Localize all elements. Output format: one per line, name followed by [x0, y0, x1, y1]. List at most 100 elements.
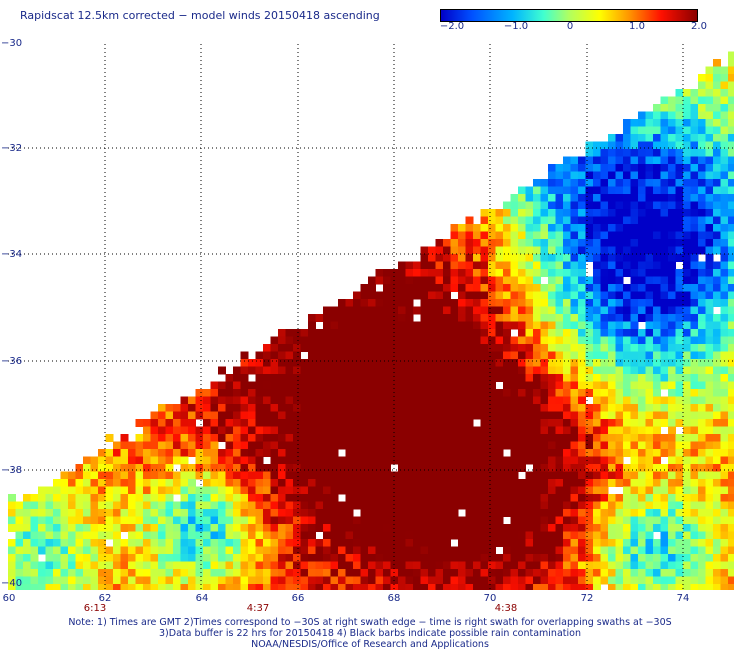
wind-cell [645, 426, 654, 435]
wind-cell [8, 501, 16, 510]
wind-cell [473, 344, 481, 352]
wind-cell [525, 344, 534, 352]
wind-cell [668, 456, 676, 465]
wind-cell [263, 576, 271, 585]
lon-label: 60 [2, 593, 16, 604]
wind-cell [473, 486, 481, 495]
wind-cell [690, 306, 699, 315]
wind-cell [720, 584, 729, 590]
wind-cell [698, 396, 706, 405]
wind-cell [660, 149, 669, 157]
wind-cell [135, 419, 144, 427]
wind-cell [30, 501, 39, 510]
wind-cell [188, 434, 196, 442]
wind-cell [623, 344, 631, 352]
wind-cell [585, 336, 594, 345]
wind-cell [480, 396, 489, 405]
wind-cell [465, 434, 474, 442]
wind-cell [585, 501, 594, 510]
wind-cell [623, 261, 631, 270]
wind-cell [630, 494, 639, 502]
wind-cell [450, 426, 459, 435]
wind-cell [210, 449, 219, 457]
wind-cell [690, 156, 699, 165]
wind-cell [623, 374, 631, 382]
wind-cell [90, 471, 99, 480]
wind-cell [150, 561, 159, 570]
wind-cell [713, 134, 721, 142]
wind-cell [225, 449, 234, 457]
wind-cell [548, 164, 556, 172]
wind-cell [660, 576, 669, 585]
wind-cell [690, 149, 699, 157]
wind-cell [690, 141, 699, 150]
wind-cell [675, 119, 684, 127]
wind-cell [600, 464, 609, 472]
wind-cell [705, 456, 714, 465]
wind-cell [398, 329, 406, 337]
wind-cell [675, 104, 684, 112]
wind-cell [488, 239, 496, 247]
wind-cell [360, 374, 369, 382]
wind-cell [660, 134, 669, 142]
wind-cell [285, 336, 294, 345]
wind-cell [608, 261, 616, 270]
wind-cell [143, 419, 151, 427]
wind-cell [90, 561, 99, 570]
wind-cell [698, 524, 706, 532]
wind-cell [458, 284, 466, 292]
wind-cell [210, 539, 219, 547]
wind-cell [585, 216, 594, 225]
wind-cell [323, 539, 331, 547]
wind-cell [323, 366, 331, 375]
wind-cell [728, 224, 734, 232]
wind-cell [458, 471, 466, 480]
wind-cell [728, 96, 734, 105]
wind-cell [480, 321, 489, 330]
wind-cell [630, 269, 639, 277]
wind-cell [360, 306, 369, 315]
wind-cell [443, 359, 451, 367]
wind-cell [413, 426, 421, 435]
wind-cell [570, 246, 579, 255]
wind-cell [615, 246, 624, 255]
wind-cell [105, 554, 114, 562]
wind-cell [585, 584, 594, 590]
wind-cell [210, 531, 219, 540]
wind-cell [465, 336, 474, 345]
wind-cell [720, 351, 729, 360]
wind-cell [188, 479, 196, 487]
wind-cell [405, 314, 414, 322]
wind-cell [585, 366, 594, 375]
wind-cell [428, 501, 436, 510]
wind-cell [188, 426, 196, 435]
wind-cell [623, 201, 631, 210]
wind-cell [473, 464, 481, 472]
wind-cell [465, 291, 474, 300]
wind-cell [113, 576, 121, 585]
wind-cell [30, 524, 39, 532]
wind-cell [398, 524, 406, 532]
wind-cell [533, 486, 541, 495]
wind-cell [510, 216, 519, 225]
wind-cell [435, 494, 444, 502]
wind-cell [255, 479, 264, 487]
wind-cell [690, 224, 699, 232]
wind-cell [615, 404, 624, 412]
wind-cell [435, 456, 444, 465]
wind-cell [308, 554, 316, 562]
wind-cell [728, 141, 734, 150]
wind-cell [638, 119, 646, 127]
wind-cell [413, 516, 421, 525]
wind-cell [540, 516, 549, 525]
wind-cell [83, 456, 91, 465]
wind-cell [285, 381, 294, 390]
wind-cell [473, 501, 481, 510]
wind-cell [293, 381, 301, 390]
wind-cell [450, 254, 459, 262]
wind-cell [488, 396, 496, 405]
wind-cell [330, 539, 339, 547]
wind-cell [653, 209, 661, 217]
wind-cell [495, 216, 504, 225]
wind-cell [420, 569, 429, 577]
